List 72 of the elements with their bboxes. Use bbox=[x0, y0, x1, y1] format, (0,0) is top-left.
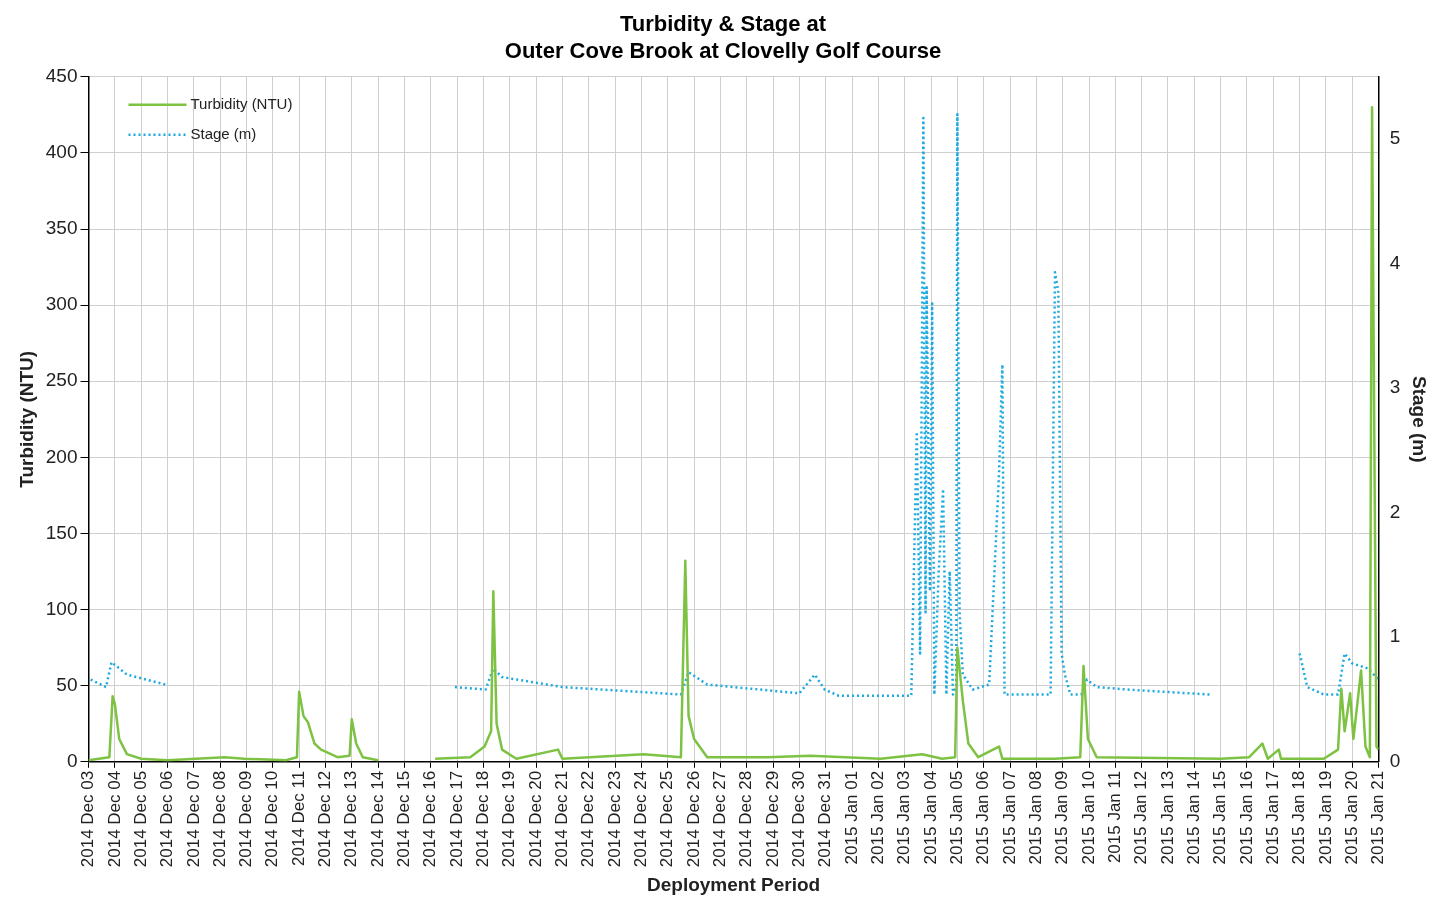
x-tick-label: 2014 Dec 31 bbox=[815, 770, 835, 868]
y-tick-label: 0 bbox=[66, 750, 78, 772]
y-tick-label: 100 bbox=[45, 597, 78, 619]
x-tick-label: 2014 Dec 24 bbox=[631, 770, 651, 868]
x-tick-label: 2014 Dec 12 bbox=[315, 770, 335, 868]
x-tick-label: 2015 Jan 04 bbox=[920, 770, 940, 865]
x-tick-label: 2014 Dec 13 bbox=[341, 770, 361, 868]
x-tick-label: 2014 Dec 14 bbox=[367, 770, 387, 868]
y2-tick-label: 2 bbox=[1389, 500, 1401, 522]
y-tick-label: 150 bbox=[45, 521, 78, 543]
x-tick-label: 2014 Dec 22 bbox=[578, 770, 598, 868]
y-tick-label: 350 bbox=[45, 217, 78, 239]
chart-title: Turbidity & Stage at Outer Cove Brook at Clovelly Golf Course bbox=[504, 11, 942, 63]
y2-tick-label: 3 bbox=[1389, 376, 1401, 398]
y2-tick-label: 5 bbox=[1389, 127, 1401, 149]
x-tick-label: 2014 Dec 29 bbox=[762, 770, 782, 868]
y2-tick-label: 1 bbox=[1389, 625, 1401, 647]
y2-tick-label: 0 bbox=[1389, 750, 1401, 772]
y-tick-label: 450 bbox=[45, 65, 78, 87]
legend-label: Turbidity (NTU) bbox=[190, 94, 293, 112]
x-tick-label: 2014 Dec 25 bbox=[657, 770, 677, 868]
x-tick-label: 2015 Jan 17 bbox=[1263, 770, 1282, 865]
y-tick-label: 250 bbox=[45, 369, 78, 391]
legend-label: Stage (m) bbox=[190, 124, 257, 142]
y2-tick-label: 4 bbox=[1389, 251, 1401, 273]
y-tick-label: 50 bbox=[56, 673, 78, 695]
x-tick-label: 2015 Jan 13 bbox=[1157, 770, 1177, 865]
y-tick-label: 300 bbox=[45, 293, 78, 315]
x-tick-label: 2014 Dec 19 bbox=[499, 770, 519, 868]
x-tick-label: 2015 Jan 18 bbox=[1289, 770, 1309, 865]
x-tick-label: 2014 Dec 16 bbox=[420, 770, 440, 868]
x-tick-label: 2015 Jan 01 bbox=[841, 770, 861, 865]
x-tick-label: 2014 Dec 10 bbox=[262, 770, 282, 868]
x-tick-label: 2014 Dec 20 bbox=[525, 770, 545, 868]
x-tick-label: 2014 Dec 15 bbox=[394, 770, 414, 868]
x-tick-label: 2014 Dec 17 bbox=[446, 770, 466, 868]
x-tick-label: 2014 Dec 07 bbox=[183, 770, 203, 868]
x-tick-label: 2014 Dec 05 bbox=[130, 770, 150, 868]
x-tick-label: 2014 Dec 30 bbox=[789, 770, 809, 868]
x-tick-label: 2015 Jan 14 bbox=[1184, 770, 1204, 865]
x-tick-label: 2015 Jan 08 bbox=[1026, 770, 1046, 865]
x-tick-label: 2015 Jan 02 bbox=[868, 770, 888, 865]
x-tick-label: 2014 Dec 03 bbox=[78, 770, 98, 868]
x-tick-label: 2014 Dec 11 bbox=[288, 770, 308, 866]
y-axis-title: Turbidity (NTU) bbox=[15, 350, 37, 488]
x-tick-label: 2015 Jan 21 bbox=[1368, 770, 1388, 865]
x-tick-label: 2015 Jan 12 bbox=[1131, 770, 1151, 865]
x-tick-label: 2015 Jan 05 bbox=[947, 770, 967, 865]
x-tick-label: 2015 Jan 07 bbox=[999, 770, 1019, 865]
y-tick-label: 400 bbox=[45, 141, 78, 163]
x-tick-label: 2015 Jan 20 bbox=[1341, 770, 1361, 865]
y2-axis-title: Stage (m) bbox=[1409, 376, 1431, 463]
x-tick-label: 2014 Dec 23 bbox=[604, 770, 624, 868]
x-tick-label: 2015 Jan 15 bbox=[1210, 770, 1230, 865]
x-tick-label: 2014 Dec 09 bbox=[236, 770, 256, 868]
x-tick-label: 2014 Dec 04 bbox=[104, 770, 124, 868]
x-tick-label: 2014 Dec 26 bbox=[683, 770, 703, 868]
x-tick-label: 2014 Dec 28 bbox=[736, 770, 756, 868]
x-tick-label: 2014 Dec 18 bbox=[473, 770, 493, 868]
x-tick-label: 2015 Jan 19 bbox=[1315, 770, 1335, 865]
x-tick-label: 2014 Dec 08 bbox=[209, 770, 229, 868]
x-tick-label: 2014 Dec 06 bbox=[157, 770, 177, 868]
x-tick-label: 2015 Jan 06 bbox=[973, 770, 993, 865]
x-tick-label: 2014 Dec 21 bbox=[552, 770, 572, 868]
x-tick-label: 2014 Dec 27 bbox=[710, 770, 730, 868]
x-axis-title: Deployment Period bbox=[646, 873, 821, 895]
x-tick-label: 2015 Jan 03 bbox=[894, 770, 914, 865]
x-tick-label: 2015 Jan 09 bbox=[1052, 770, 1072, 865]
y-tick-label: 200 bbox=[45, 445, 78, 467]
x-tick-label: 2015 Jan 16 bbox=[1236, 770, 1256, 865]
x-tick-label: 2015 Jan 11 bbox=[1105, 770, 1125, 864]
x-tick-label: 2015 Jan 10 bbox=[1078, 770, 1098, 865]
